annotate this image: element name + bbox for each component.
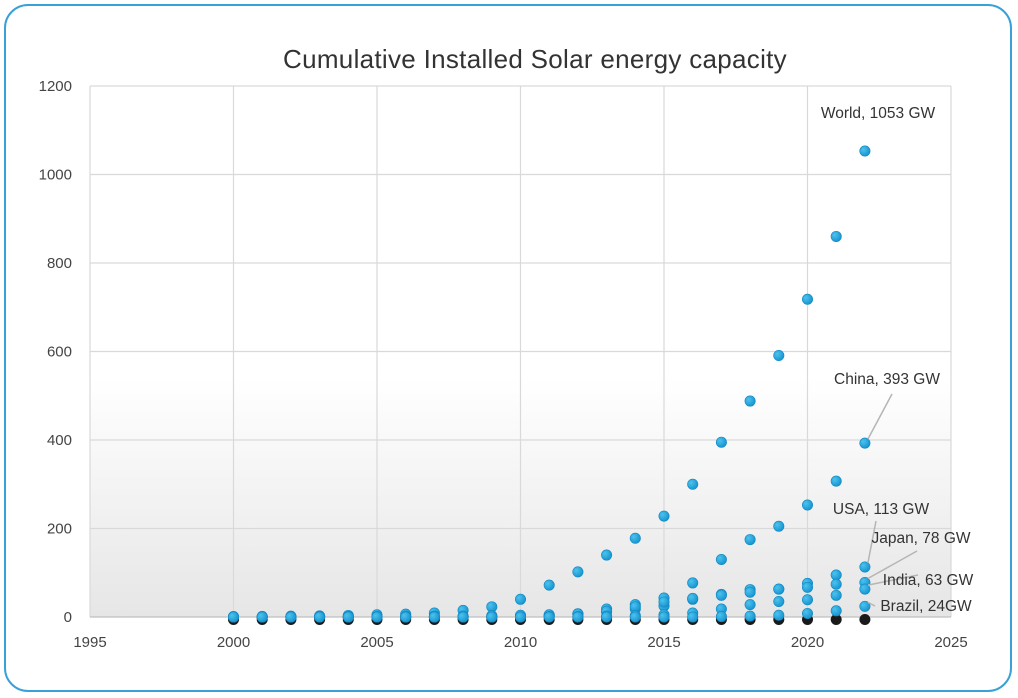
point-china-2018 bbox=[744, 534, 756, 546]
point-china-2017 bbox=[715, 553, 727, 565]
point-china-2022 bbox=[859, 437, 871, 449]
point-world-2014 bbox=[629, 532, 641, 544]
point-brazil-2022 bbox=[859, 600, 871, 612]
point-japan-2016 bbox=[687, 592, 699, 604]
point-world-2012 bbox=[572, 566, 584, 578]
y-tick-label-200: 200 bbox=[47, 521, 72, 538]
y-tick-label-600: 600 bbox=[47, 344, 72, 361]
annotation-label-india: India, 63 GW bbox=[883, 572, 974, 589]
point-world-2018 bbox=[744, 395, 756, 407]
gridlines bbox=[90, 85, 952, 617]
point-china-2016 bbox=[687, 577, 699, 589]
point-india-2022 bbox=[859, 583, 871, 595]
point-brazil-2011 bbox=[543, 611, 555, 623]
point-brazil-2018 bbox=[744, 610, 756, 622]
annotation-label-china: China, 393 GW bbox=[834, 371, 940, 388]
annotation-leader-brazil bbox=[867, 601, 876, 607]
point-india-2020 bbox=[801, 594, 813, 606]
point-world-2015 bbox=[658, 510, 670, 522]
annotation-leader-china bbox=[867, 393, 893, 440]
annotation-label-brazil: Brazil, 24GW bbox=[880, 598, 972, 615]
point-usa-2022 bbox=[859, 561, 871, 573]
annotation-leader-india bbox=[867, 574, 919, 586]
point-brazil-2002 bbox=[285, 611, 297, 623]
annotation-leader-japan bbox=[867, 550, 918, 580]
point-brazil-2001 bbox=[256, 611, 268, 623]
point-brazil-2012 bbox=[572, 611, 584, 623]
data-points bbox=[228, 145, 871, 623]
point-japan-2018 bbox=[744, 586, 756, 598]
point-japan-2020 bbox=[801, 581, 813, 593]
x-tick-label-1995: 1995 bbox=[73, 634, 106, 651]
y-tick-label-0: 0 bbox=[64, 609, 72, 626]
annotation-leader-usa bbox=[867, 520, 877, 564]
point-brazil-2007 bbox=[428, 611, 440, 623]
point-india-2019 bbox=[773, 596, 785, 608]
point-world-2021 bbox=[830, 230, 842, 242]
point-japan-2017 bbox=[715, 589, 727, 601]
annotation-label-usa: USA, 113 GW bbox=[833, 501, 930, 518]
point-china-2019 bbox=[773, 520, 785, 532]
baseline-marker-2022 bbox=[859, 614, 871, 625]
point-brazil-2019 bbox=[773, 609, 785, 621]
point-china-2021 bbox=[830, 475, 842, 487]
point-brazil-2013 bbox=[601, 611, 613, 623]
point-brazil-2003 bbox=[314, 611, 326, 623]
baseline-marker-2021 bbox=[830, 614, 842, 625]
point-china-2020 bbox=[801, 499, 813, 511]
x-tick-label-2010: 2010 bbox=[504, 634, 537, 651]
point-brazil-2016 bbox=[687, 611, 699, 623]
annotations: World, 1053 GW China, 393 GW USA, 113 GW Ja… bbox=[821, 105, 974, 615]
x-tick-label-2020: 2020 bbox=[791, 634, 824, 651]
point-world-2020 bbox=[801, 293, 813, 305]
point-brazil-2004 bbox=[342, 611, 354, 623]
point-japan-2019 bbox=[773, 583, 785, 595]
point-india-2018 bbox=[744, 599, 756, 611]
point-world-2017 bbox=[715, 436, 727, 448]
point-brazil-2000 bbox=[228, 611, 240, 623]
point-brazil-2005 bbox=[371, 611, 383, 623]
point-brazil-2015 bbox=[658, 611, 670, 623]
point-japan-2021 bbox=[830, 578, 842, 590]
point-japan-2015 bbox=[658, 596, 670, 608]
annotation-label-japan: Japan, 78 GW bbox=[871, 530, 970, 547]
point-world-2011 bbox=[543, 579, 555, 591]
point-world-2016 bbox=[687, 478, 699, 490]
point-world-2022 bbox=[859, 145, 871, 157]
x-tick-label-2025: 2025 bbox=[934, 634, 967, 651]
chart-title: Cumulative Installed Solar energy capaci… bbox=[283, 44, 787, 74]
x-tick-label-2000: 2000 bbox=[217, 634, 250, 651]
point-brazil-2008 bbox=[457, 611, 469, 623]
point-brazil-2014 bbox=[629, 611, 641, 623]
x-tick-label-2015: 2015 bbox=[647, 634, 680, 651]
y-tick-label-1000: 1000 bbox=[39, 167, 72, 184]
point-india-2021 bbox=[830, 589, 842, 601]
point-brazil-2021 bbox=[830, 605, 842, 617]
point-world-2010 bbox=[514, 593, 526, 605]
point-world-2013 bbox=[601, 549, 613, 561]
y-tick-label-800: 800 bbox=[47, 255, 72, 272]
point-usa-2021 bbox=[830, 569, 842, 581]
x-tick-label-2005: 2005 bbox=[360, 634, 393, 651]
annotation-label-world: World, 1053 GW bbox=[821, 105, 936, 122]
y-tick-label-400: 400 bbox=[47, 432, 72, 449]
point-brazil-2009 bbox=[486, 611, 498, 623]
point-brazil-2017 bbox=[715, 611, 727, 623]
point-brazil-2006 bbox=[400, 611, 412, 623]
point-brazil-2020 bbox=[801, 607, 813, 619]
point-brazil-2010 bbox=[514, 611, 526, 623]
point-world-2019 bbox=[773, 349, 785, 361]
y-tick-label-1200: 1200 bbox=[39, 78, 72, 95]
